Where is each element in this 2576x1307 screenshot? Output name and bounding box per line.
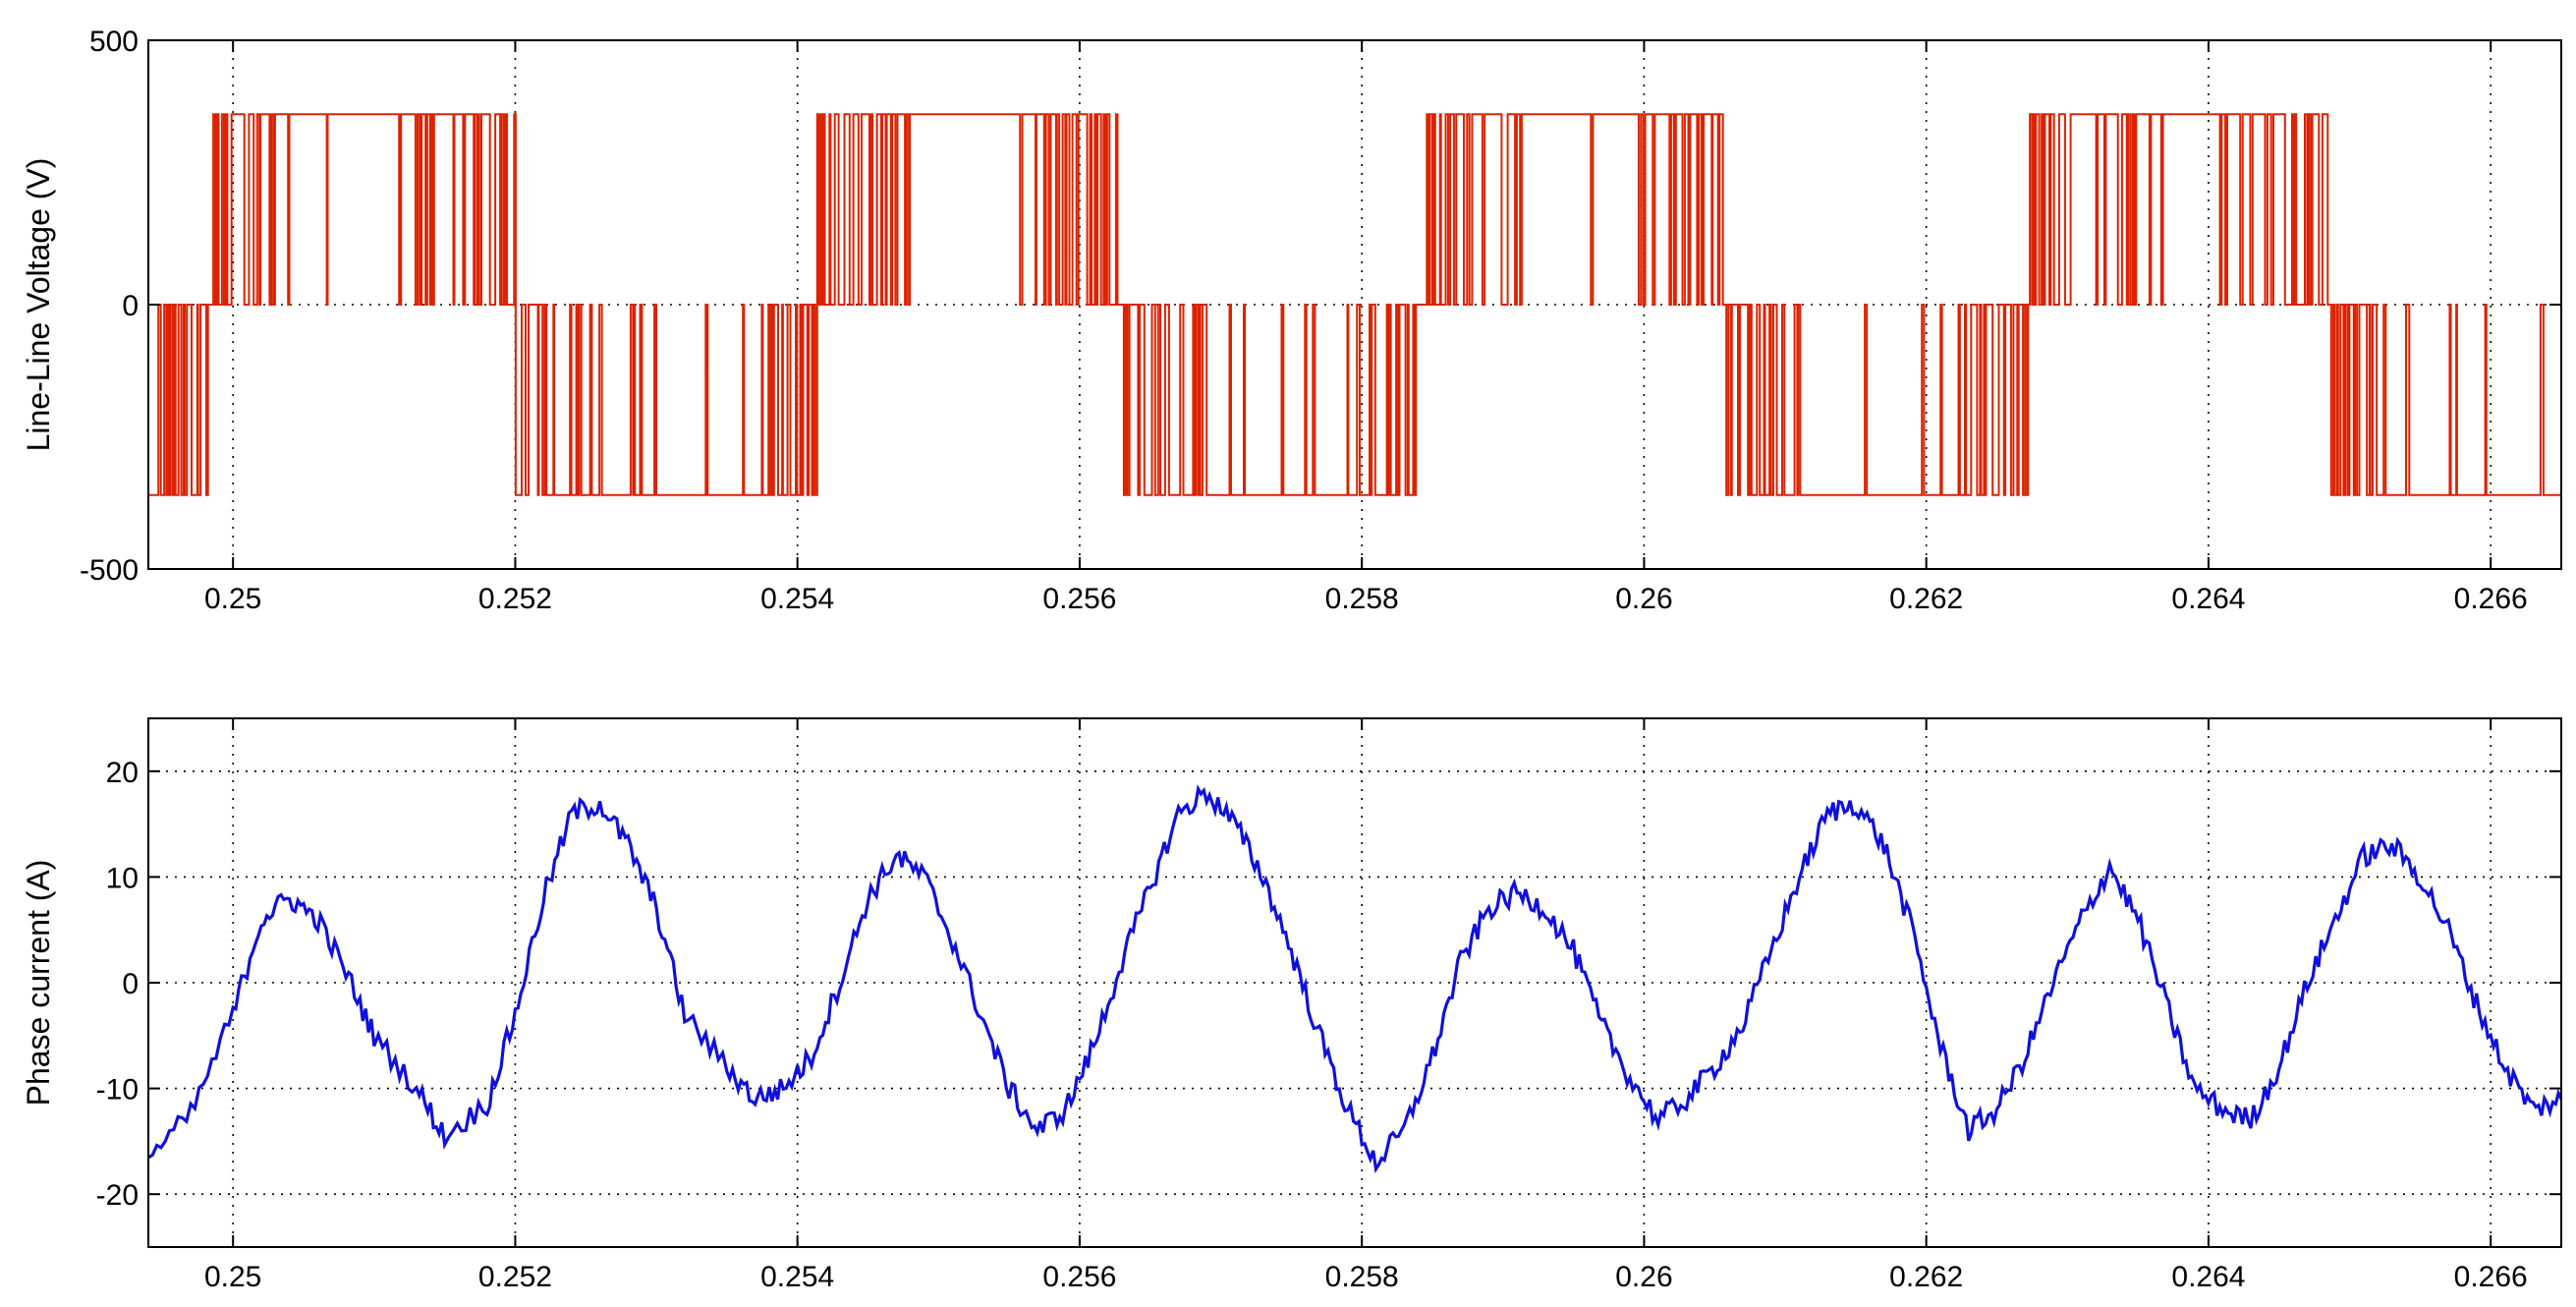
current-xtick-label-1: 0.252: [478, 1261, 552, 1293]
voltage-xtick-label-5: 0.26: [1615, 583, 1672, 615]
current-xtick-label-4: 0.258: [1325, 1261, 1399, 1293]
voltage-xtick-label-8: 0.266: [2454, 583, 2528, 615]
current-panel: 0.25 0.252 0.254 0.256 0.258 0.26 0.262 0.264 0.…: [21, 717, 2563, 1293]
voltage-ytick-label-2: 500: [89, 26, 139, 58]
voltage-xtick-label-6: 0.262: [1889, 583, 1963, 615]
current-plot-area: [148, 718, 2561, 1247]
current-ytick-label-4: 20: [106, 757, 139, 789]
voltage-ylabel: Line-Line Voltage (V): [21, 158, 56, 452]
current-ylabel: Phase current (A): [21, 860, 56, 1107]
voltage-xtick-label-0: 0.25: [204, 583, 261, 615]
voltage-xtick-label-4: 0.258: [1325, 583, 1399, 615]
current-series-line: [147, 784, 2563, 1174]
voltage-ytick-label-1: 0: [122, 290, 139, 322]
current-ytick-label-3: 10: [106, 862, 139, 894]
current-xtick-label-2: 0.254: [760, 1261, 834, 1293]
current-xtick-label-8: 0.266: [2454, 1261, 2528, 1293]
current-xtick-label-0: 0.25: [204, 1261, 261, 1293]
voltage-xtick-label-7: 0.264: [2171, 583, 2245, 615]
voltage-xtick-label-1: 0.252: [478, 583, 552, 615]
current-ytick-label-2: 0: [122, 968, 139, 1000]
current-xtick-label-5: 0.26: [1615, 1261, 1672, 1293]
voltage-xtick-label-3: 0.256: [1042, 583, 1116, 615]
voltage-panel: 0.25 0.252 0.254 0.256 0.258 0.26 0.262 0.264 0.…: [21, 26, 2562, 615]
voltage-ytick-label-0: -500: [80, 554, 139, 587]
current-xtick-label-7: 0.264: [2171, 1261, 2245, 1293]
voltage-xtick-label-2: 0.254: [760, 583, 834, 615]
current-xtick-label-3: 0.256: [1042, 1261, 1116, 1293]
current-ytick-label-1: -10: [96, 1074, 139, 1107]
current-xtick-label-6: 0.262: [1889, 1261, 1963, 1293]
current-ytick-label-0: -20: [96, 1179, 139, 1212]
voltage-series-line: [147, 113, 2561, 496]
voltage-plot-area: [148, 40, 2561, 569]
